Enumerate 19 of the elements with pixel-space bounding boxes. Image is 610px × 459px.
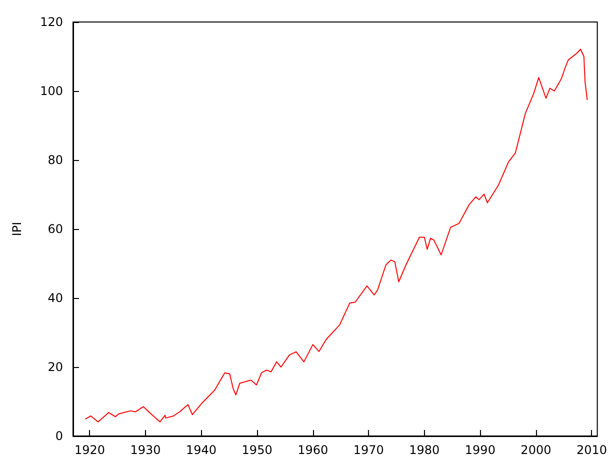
x-tick-label: 1970 (353, 443, 384, 457)
x-tick-label: 1940 (186, 443, 217, 457)
x-tick-label: 1950 (242, 443, 272, 457)
y-tick-label: 20 (48, 360, 63, 374)
x-tick-label: 2000 (520, 443, 552, 457)
y-tick-label: 80 (48, 153, 63, 167)
line-series (84, 48, 588, 422)
y-tick-label: 60 (48, 222, 63, 236)
y-tick-label: 40 (48, 291, 63, 305)
y-axis-title: IPI (10, 222, 24, 236)
y-tick-label: 100 (40, 84, 63, 98)
x-tick-label: 1930 (130, 443, 161, 457)
x-tick-label: 2010 (576, 443, 608, 457)
x-tick-label: 1920 (74, 443, 106, 457)
x-tick-label: 1980 (409, 443, 440, 457)
y-tick-label: 0 (55, 429, 63, 443)
x-tick-label: 1960 (298, 443, 328, 457)
x-tick-label: 1990 (464, 443, 496, 457)
y-tick-label: 120 (40, 15, 63, 29)
